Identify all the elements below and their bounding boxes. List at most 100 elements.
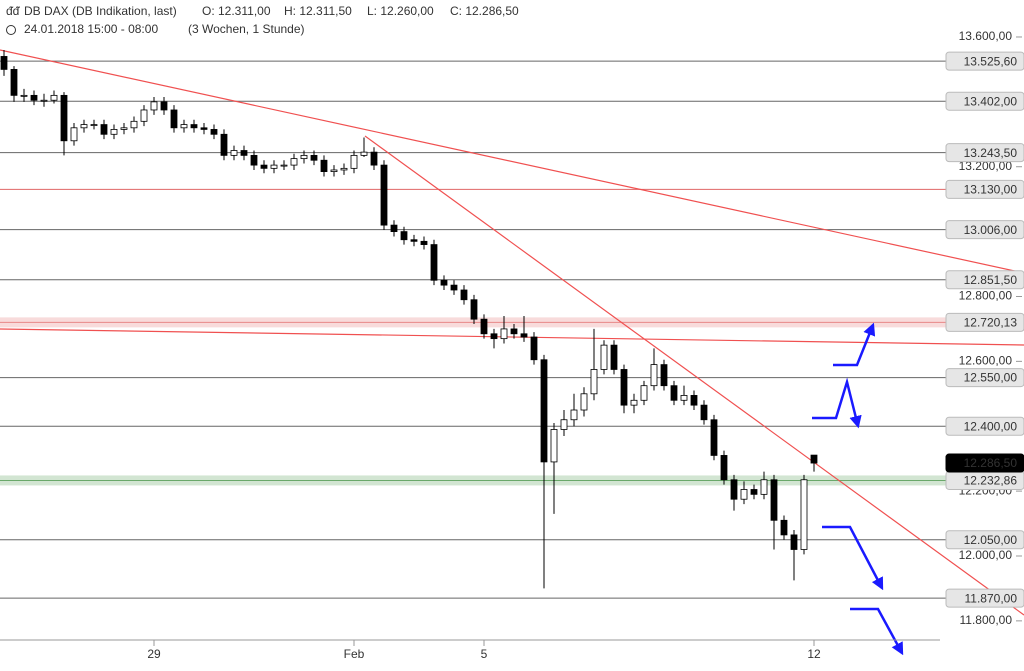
level-label: 11.870,00: [965, 591, 1018, 605]
candle-body: [190, 124, 198, 129]
candle-body: [470, 299, 478, 320]
candle-body: [400, 231, 408, 241]
candle-body: [270, 164, 278, 169]
candle-body: [770, 479, 778, 521]
candle-body: [490, 333, 498, 340]
candle-body: [370, 151, 378, 166]
candle-body: [60, 94, 68, 142]
level-label: 13.006,00: [964, 223, 1018, 237]
candle-body: [210, 129, 218, 135]
chart-title: DB DAX (DB Indikation, last): [24, 4, 177, 18]
candle-body: [280, 164, 288, 167]
ohlc-low: L: 12.260,00: [367, 4, 434, 18]
candle-body: [600, 344, 608, 370]
candle-body: [240, 150, 248, 156]
candle-body: [380, 164, 388, 226]
candle-body: [780, 519, 788, 536]
y-tick-label: 12.800,00: [959, 289, 1013, 303]
candle-body: [670, 385, 678, 401]
y-tick-label: 11.800,00: [960, 613, 1013, 627]
candle-body: [360, 151, 368, 156]
level-badges: 13.525,60 13.402,00 13.243,50 13.130,00 13.0…: [945, 51, 1024, 608]
x-tick-label: 5: [481, 647, 488, 661]
candle-body: [760, 479, 768, 495]
candle-body: [700, 404, 708, 421]
candles: [0, 49, 818, 589]
level-label: 12.232,86: [964, 474, 1018, 488]
level-badge: [945, 368, 1024, 388]
candle-body: [800, 479, 808, 550]
level-badge: [945, 312, 1024, 332]
candle-body: [90, 124, 98, 126]
level-badge: [945, 220, 1024, 240]
candle-body: [430, 244, 438, 281]
candle-body: [570, 409, 578, 421]
candle-body: [320, 159, 328, 172]
ohlc-open: O: 12.311,00: [202, 4, 271, 18]
trend-line: [0, 49, 1024, 274]
arrow: [822, 525, 884, 591]
candle-body: [20, 94, 28, 97]
candle-body: [720, 455, 728, 481]
level-label: 13.243,50: [964, 146, 1018, 160]
candle-body: [40, 99, 48, 102]
level-badge: [945, 51, 1024, 71]
candle-body: [70, 127, 78, 142]
candle-body: [710, 419, 718, 456]
candle-body: [540, 359, 548, 463]
level-badge: [945, 588, 1024, 608]
candle-body: [460, 289, 468, 301]
candle-body: [230, 150, 238, 156]
level-badge: [945, 143, 1024, 163]
level-label: 12.050,00: [964, 533, 1018, 547]
candle-body: [290, 158, 298, 166]
candle-body: [680, 395, 688, 401]
level-label: 12.720,13: [964, 316, 1018, 330]
clock-icon: [6, 25, 16, 35]
level-badge: [945, 453, 1024, 473]
candle-body: [0, 56, 8, 70]
candle-body: [660, 364, 668, 387]
candle-body: [310, 154, 318, 161]
candle-body: [630, 399, 638, 406]
candle-body: [130, 120, 138, 129]
arrow: [812, 377, 862, 429]
candle-body: [250, 154, 258, 166]
candle-body: [810, 454, 818, 464]
candle-body: [590, 369, 598, 395]
candle-body: [300, 154, 308, 160]
candle-body: [620, 369, 628, 406]
arrow: [850, 607, 904, 656]
levels: [0, 60, 950, 599]
candle-body: [340, 167, 348, 171]
icon: ᵭᵭ: [6, 4, 21, 18]
y-tick-label: 12.000,00: [959, 548, 1013, 562]
candle-body: [520, 333, 528, 338]
candle-body: [10, 69, 18, 96]
candle-body: [690, 395, 698, 406]
candle-body: [730, 479, 738, 500]
candle-body: [100, 124, 108, 135]
candle-body: [640, 385, 648, 401]
candle-body: [50, 94, 58, 101]
candle-body: [580, 393, 588, 411]
candle-body: [120, 127, 128, 130]
x-tick-label: 29: [147, 647, 161, 661]
level-label: 13.130,00: [964, 183, 1018, 197]
y-tick-label: 13.200,00: [959, 159, 1013, 173]
candle-body: [750, 489, 758, 495]
candle-body: [80, 124, 88, 129]
candle-body: [410, 239, 418, 242]
level-badge: [945, 91, 1024, 111]
candle-body: [450, 284, 458, 291]
arrows: [812, 322, 904, 656]
candle-body: [30, 94, 38, 101]
candle-body: [510, 328, 518, 335]
arrow: [833, 322, 876, 367]
level-badge: [945, 530, 1024, 550]
x-tick-label: Feb: [344, 647, 365, 661]
ohlc-high: H: 12.311,50: [284, 4, 352, 18]
candle-body: [390, 224, 398, 233]
candle-body: [740, 489, 748, 500]
